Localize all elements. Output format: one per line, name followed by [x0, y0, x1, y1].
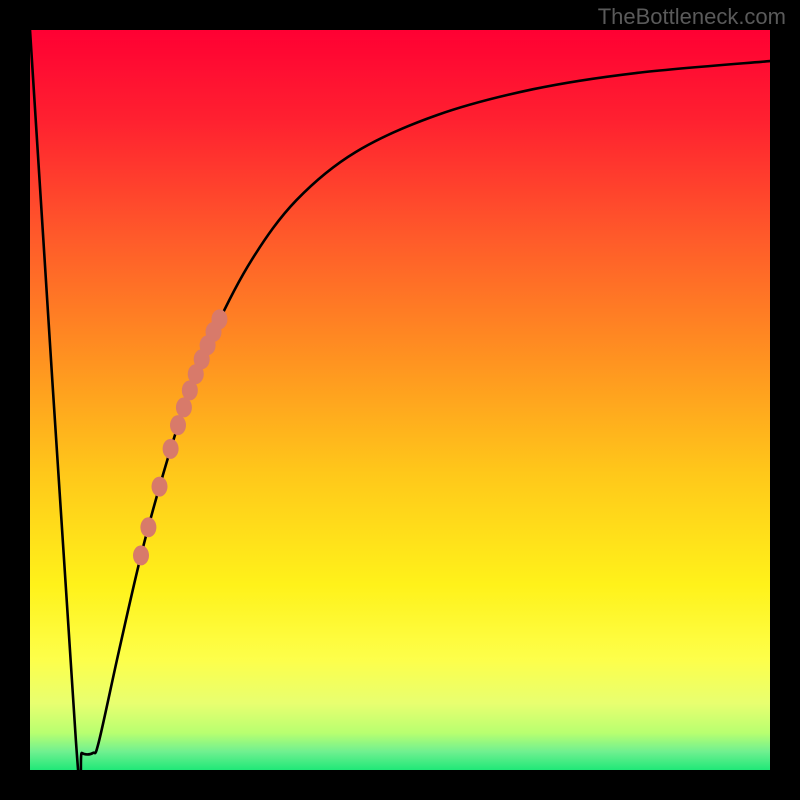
- marker-dot: [163, 439, 179, 459]
- plot-background: [30, 30, 770, 770]
- bottleneck-chart: [0, 0, 800, 800]
- marker-dot: [211, 309, 227, 329]
- marker-dot: [170, 415, 186, 435]
- marker-dot: [140, 517, 156, 537]
- watermark-text: TheBottleneck.com: [598, 4, 786, 30]
- chart-frame: TheBottleneck.com: [0, 0, 800, 800]
- marker-dot: [152, 477, 168, 497]
- marker-dot: [176, 397, 192, 417]
- marker-dot: [133, 545, 149, 565]
